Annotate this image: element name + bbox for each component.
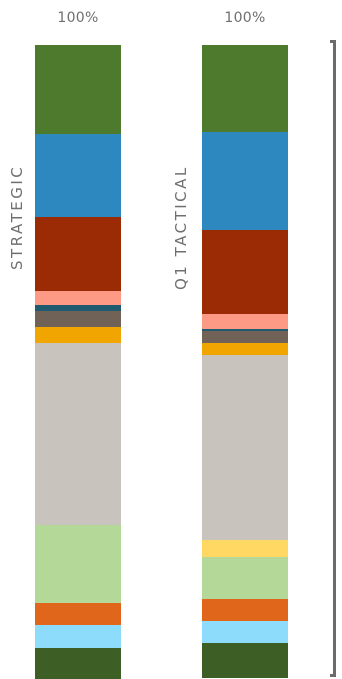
bar-segment-12 [202, 620, 288, 644]
bar-segment-13 [35, 648, 121, 679]
bar-segment-13 [202, 642, 288, 679]
bar-segment-2 [35, 134, 121, 218]
bar-segment-3 [35, 217, 121, 292]
bar-segment-4 [202, 313, 288, 330]
bar-segment-6 [202, 330, 288, 344]
bar-segment-3 [202, 230, 288, 315]
bar-segment-10 [202, 556, 288, 600]
stacked-bar-strategic [35, 45, 121, 679]
bar-total-label: 100% [224, 10, 266, 26]
bar-segment-4 [35, 291, 121, 306]
bar-segment-7 [35, 327, 121, 343]
stacked-bar-q1-tactical [202, 45, 288, 679]
bar-segment-7 [202, 343, 288, 355]
bar-segment-11 [202, 598, 288, 622]
bar-segment-8 [202, 354, 288, 541]
bar-category-label: STRATEGIC [8, 164, 26, 270]
bar-segment-1 [202, 45, 288, 133]
bar-segment-10 [35, 525, 121, 604]
bar-segment-2 [202, 132, 288, 231]
bar-segment-6 [35, 311, 121, 328]
bar-segment-8 [35, 342, 121, 526]
bar-segment-1 [35, 45, 121, 135]
bar-segment-5 [202, 328, 288, 332]
bar-category-label: Q1 TACTICAL [172, 165, 190, 290]
bar-segment-11 [35, 602, 121, 626]
bar-segment-5 [35, 304, 121, 312]
bar-segment-12 [35, 624, 121, 649]
bar-total-label: 100% [57, 10, 99, 26]
total-bracket [330, 40, 336, 677]
bar-segment-9 [202, 540, 288, 558]
